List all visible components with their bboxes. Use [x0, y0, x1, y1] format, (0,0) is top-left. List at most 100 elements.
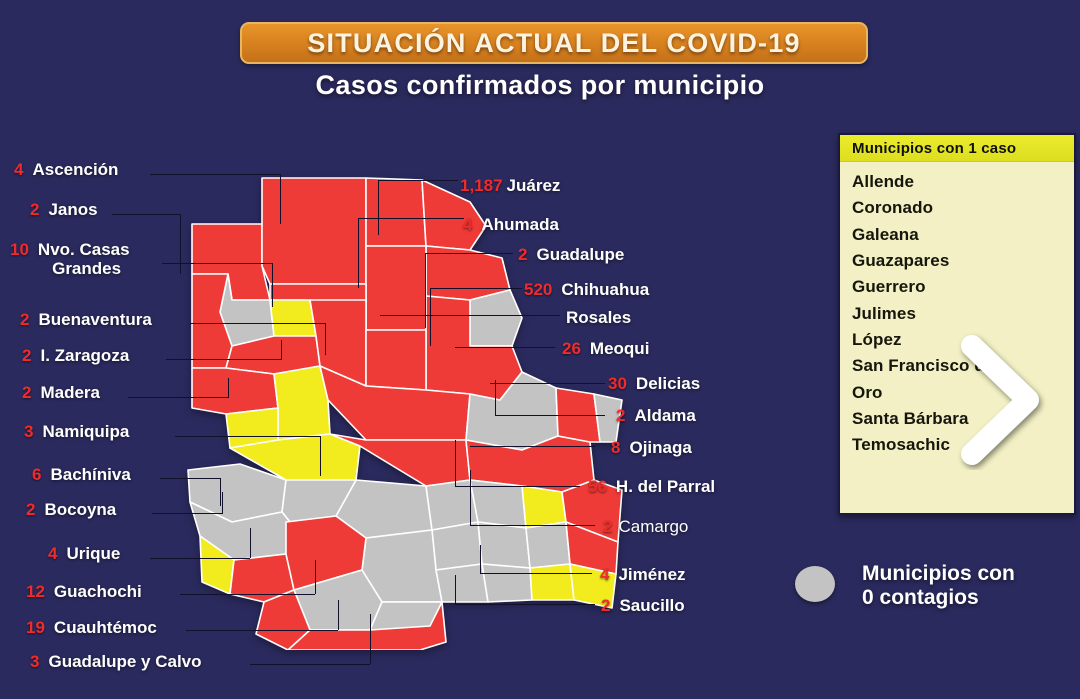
- leader-line: [470, 525, 595, 526]
- label-ahumada[interactable]: 4 Ahumada: [463, 215, 559, 235]
- label-name: Jiménez: [618, 565, 686, 584]
- municipality-meoqui-e: [561, 479, 623, 543]
- leader-line: [180, 214, 181, 274]
- label-count: 3: [30, 652, 40, 671]
- leader-line: [162, 263, 272, 264]
- label-count: 1,187: [460, 176, 503, 195]
- label-camargo[interactable]: 2 Camargo: [603, 517, 688, 537]
- label-count: 2: [22, 383, 32, 402]
- leader-line: [222, 492, 223, 514]
- leader-line: [325, 323, 326, 355]
- label-janos[interactable]: 2 Janos: [30, 200, 98, 220]
- leader-line: [358, 218, 464, 219]
- label-chihuahua[interactable]: 520 Chihuahua: [524, 280, 649, 300]
- label-count: 26: [562, 339, 581, 358]
- list-item: Julimes: [852, 303, 917, 323]
- one-case-panel-header: Municipios con 1 caso: [840, 135, 1074, 162]
- label-count: 19: [26, 618, 45, 637]
- leader-line: [430, 288, 431, 346]
- list-item: San Francisco del: [852, 356, 1000, 376]
- label-nvo-casas-grandes[interactable]: 10 Nvo. Casas Grandes: [10, 240, 130, 278]
- label-h-del-parral[interactable]: 56 H. del Parral: [588, 477, 715, 497]
- label-count: 4: [463, 215, 473, 234]
- label-aldama[interactable]: 2 Aldama: [616, 406, 696, 426]
- label-ascencion[interactable]: 4 Ascención: [14, 160, 118, 180]
- label-rosales[interactable]: Rosales: [566, 308, 631, 328]
- one-case-panel: Municipios con 1 caso Allende Coronado G…: [838, 133, 1076, 515]
- leader-line: [160, 478, 220, 479]
- leader-line: [455, 486, 580, 487]
- label-ojinaga[interactable]: 8 Ojinaga: [611, 438, 692, 458]
- list-item: Guazapares: [852, 251, 950, 271]
- label-cuauhtemoc[interactable]: 19 Cuauhtémoc: [26, 618, 157, 638]
- leader-line: [281, 340, 282, 360]
- label-name: Ascención: [32, 160, 119, 179]
- label-name: Janos: [48, 200, 98, 219]
- municipality-coronado: [529, 563, 575, 601]
- leader-line: [470, 446, 595, 447]
- leader-line: [128, 397, 228, 398]
- leader-line: [338, 600, 339, 630]
- label-jimenez[interactable]: 4 Jiménez: [600, 565, 686, 585]
- municipality-guadalupe-dd: [425, 245, 511, 301]
- leader-line: [228, 378, 229, 398]
- municipality-lopez: [481, 563, 533, 603]
- label-count: 8: [611, 438, 621, 457]
- label-urique[interactable]: 4 Urique: [48, 544, 120, 564]
- municipality-praxedis: [421, 179, 487, 251]
- label-bocoyna[interactable]: 2 Bocoyna: [26, 500, 116, 520]
- label-name: Buenaventura: [38, 310, 152, 329]
- label-count: 10: [10, 240, 29, 259]
- label-name: Delicias: [635, 374, 701, 393]
- chihuahua-map[interactable]: [170, 150, 640, 650]
- label-count: 12: [26, 582, 45, 601]
- label-count: 2: [22, 346, 32, 365]
- label-saucillo[interactable]: 2 Saucillo: [601, 596, 685, 616]
- leader-line: [430, 288, 522, 289]
- leader-line: [455, 440, 456, 486]
- list-item: Santa Bárbara: [852, 409, 969, 429]
- leader-line: [370, 614, 371, 664]
- leader-line: [152, 513, 222, 514]
- page-title: SITUACIÓN ACTUAL DEL COVID-19: [307, 27, 801, 58]
- municipality-cuauhtemoc-n: [365, 329, 427, 391]
- label-count: 2: [601, 596, 611, 615]
- label-namiquipa[interactable]: 3 Namiquipa: [24, 422, 129, 442]
- leader-line: [455, 347, 555, 348]
- municipality-jimenez-y: [569, 563, 617, 609]
- label-count: 4: [48, 544, 58, 563]
- municipality-ascencion: [261, 177, 367, 285]
- leader-line: [480, 573, 592, 574]
- municipality-julimes: [477, 521, 531, 569]
- list-item: López: [852, 330, 902, 350]
- label-count: 56: [588, 477, 607, 496]
- leader-line: [455, 575, 456, 605]
- list-item: Guerrero: [852, 277, 926, 297]
- municipality-ojinaga-gray: [593, 393, 623, 443]
- label-name: Rosales: [566, 308, 632, 327]
- leader-line: [190, 323, 325, 324]
- label-name: Cuauhtémoc: [53, 618, 157, 637]
- label-guachochi[interactable]: 12 Guachochi: [26, 582, 142, 602]
- label-meoqui[interactable]: 26 Meoqui: [562, 339, 649, 359]
- label-delicias[interactable]: 30 Delicias: [608, 374, 700, 394]
- label-count: 2: [603, 517, 613, 536]
- label-name: Ojinaga: [629, 438, 692, 457]
- label-guadalupe[interactable]: 2 Guadalupe: [518, 245, 624, 265]
- list-item: Galeana: [852, 224, 919, 244]
- label-name: Namiquipa: [42, 422, 130, 441]
- label-juarez[interactable]: 1,187 Juárez: [460, 176, 560, 196]
- municipality-namiquipa-yellow: [273, 365, 331, 441]
- label-buenaventura[interactable]: 2 Buenaventura: [20, 310, 152, 330]
- leader-line: [220, 478, 221, 506]
- zero-cases-swatch: [795, 566, 835, 602]
- municipality-ahumada: [365, 245, 427, 331]
- label-madera[interactable]: 2 Madera: [22, 383, 100, 403]
- label-name: Guachochi: [53, 582, 142, 601]
- label-count: 2: [20, 310, 30, 329]
- label-bachiniva[interactable]: 6 Bachíniva: [32, 465, 131, 485]
- label-count: 4: [14, 160, 24, 179]
- label-i-zaragoza[interactable]: 2 I. Zaragoza: [22, 346, 129, 366]
- label-guadalupe-y-calvo[interactable]: 3 Guadalupe y Calvo: [30, 652, 202, 672]
